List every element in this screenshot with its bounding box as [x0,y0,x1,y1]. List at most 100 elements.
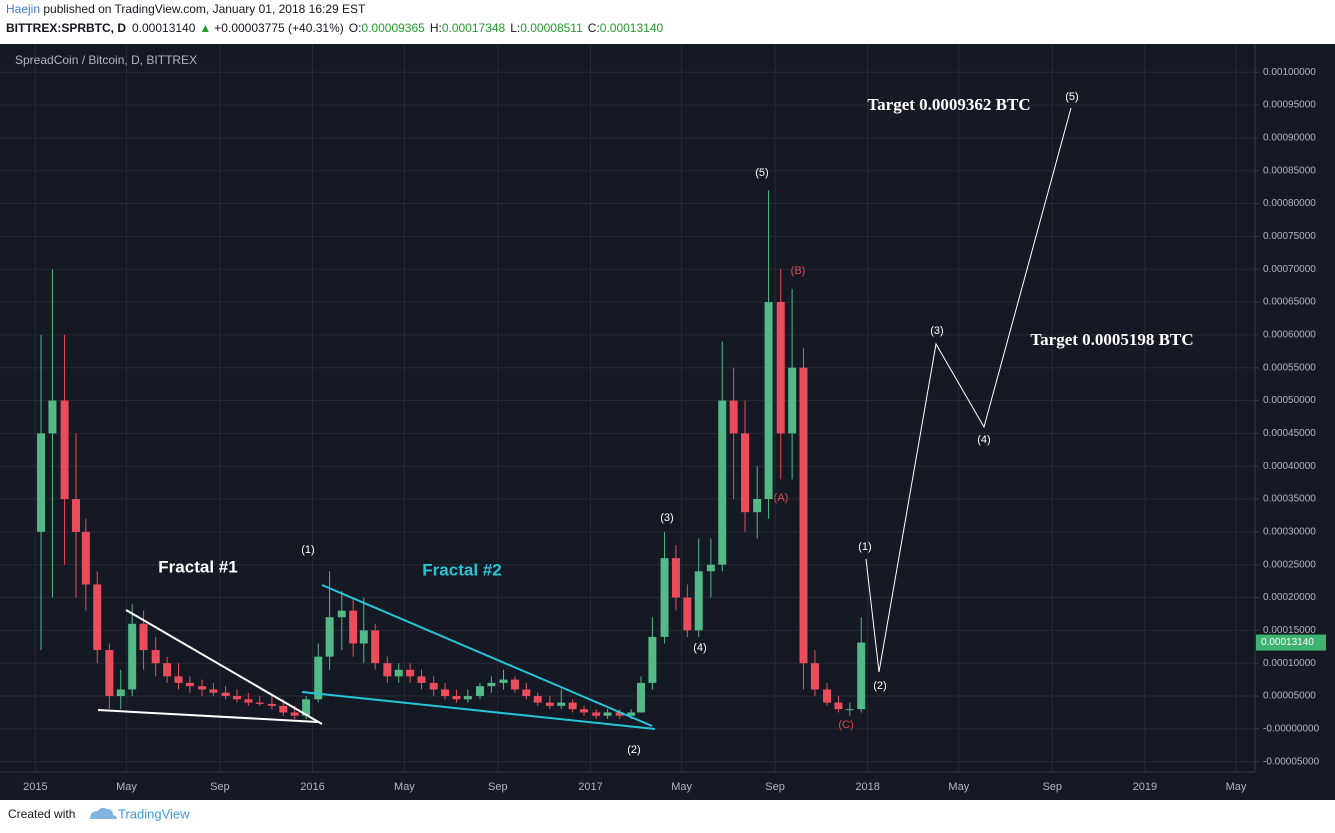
target-label: Target 0.0005198 BTC [1030,330,1193,349]
candle-body [255,702,264,704]
grid [0,44,1255,772]
symbol: BITTREX:SPRBTC, D [6,21,126,35]
candle-body [845,709,854,711]
candle-body [694,571,703,631]
y-tick-label: 0.00090000 [1263,133,1316,144]
candle-body [290,712,299,716]
x-tick-label: 2017 [578,781,602,793]
candle-body [463,696,472,700]
candle-body [557,702,566,706]
candle-body [279,705,288,713]
candle-body [568,702,577,710]
candle-body [636,682,645,713]
candle-body [475,686,484,697]
candle-body [302,699,311,716]
o-label: O: [349,21,362,35]
y-tick-label: 0.00035000 [1263,494,1316,505]
candle-body [580,709,589,713]
candle-body [314,656,323,700]
candle-body [337,610,346,618]
author[interactable]: Haejin [6,2,40,16]
candle-body [267,703,276,706]
y-tick-label: 0.00005000 [1263,691,1316,702]
candle-body [406,669,415,677]
candle-body [627,712,636,716]
candle-body [671,558,680,598]
projection-path [865,107,1072,673]
y-tick-label: 0.00045000 [1263,428,1316,439]
trend-line [97,709,319,723]
y-tick-label: -0.00000000 [1263,724,1320,735]
candle-body [706,564,715,572]
candle-body [648,636,657,683]
candle-body [209,689,218,693]
candle-body [174,676,183,683]
x-tick-label: May [948,781,969,793]
candle-body [776,302,785,434]
x-tick-label: May [671,781,692,793]
candle-body [718,400,727,565]
candle-body [810,663,819,690]
candle-body [545,702,554,706]
candle-body [441,689,450,697]
candle-body [429,682,438,690]
chart-background [0,44,1335,800]
candle-body [232,696,241,700]
candle-body [683,597,692,631]
candle-body [823,689,832,703]
trend-line [301,691,656,730]
candle-body [603,712,612,716]
candle-body [221,692,230,697]
wave-label: (2) [873,680,886,692]
wave-label: (5) [1065,91,1078,103]
candle-body [48,400,57,434]
x-tick-label: Sep [210,781,230,793]
wave-label: (4) [977,434,990,446]
x-tick-label: Sep [765,781,785,793]
candle-body [834,702,843,710]
y-tick-label: -0.00005000 [1263,756,1320,767]
y-tick-label: 0.00015000 [1263,625,1316,636]
footer-brand[interactable]: TradingView [118,806,190,821]
y-tick-label: 0.00095000 [1263,100,1316,111]
fractal-label: Fractal #1 [158,557,237,576]
change: +0.00003775 (+40.31%) [214,21,343,35]
candle-body [499,679,508,683]
h-label: H: [430,21,442,35]
candle-body [116,689,125,697]
x-tick-label: May [1226,781,1247,793]
candle-body [753,499,762,513]
wave-label: (A) [774,492,789,504]
y-tick-label: 0.00100000 [1263,67,1316,78]
wave-label: (3) [930,325,943,337]
wave-label: (4) [693,642,706,654]
candle-body [244,699,253,703]
wave-label: (C) [838,719,853,731]
candle-body [857,642,866,710]
candle-body [660,558,669,637]
y-tick-label: 0.00060000 [1263,330,1316,341]
logo [90,807,117,819]
l-label: L: [510,21,520,35]
candle-body [741,433,750,513]
axes: -0.00005000 -0.00000000 0.00005000 0.000100… [23,67,1326,793]
candle-body [452,696,461,700]
l: 0.00008511 [520,21,583,35]
annotations: Fractal #1 Fractal #2 (1) (2) (3) (4) (5… [158,91,1193,756]
x-tick-label: 2015 [23,781,47,793]
candle-body [359,630,368,644]
x-tick-label: Sep [488,781,508,793]
candle-body [37,433,46,532]
wave-label: (2) [627,744,640,756]
candle-body [788,367,797,434]
candle-body [394,669,403,677]
trend-line [125,609,323,725]
candle-body [615,712,624,716]
candle-body [60,400,69,500]
header-line: Haejin published on TradingView.com, Jan… [6,2,366,16]
candle-body [128,623,137,690]
candle-body [93,584,102,651]
x-tick-label: May [116,781,137,793]
